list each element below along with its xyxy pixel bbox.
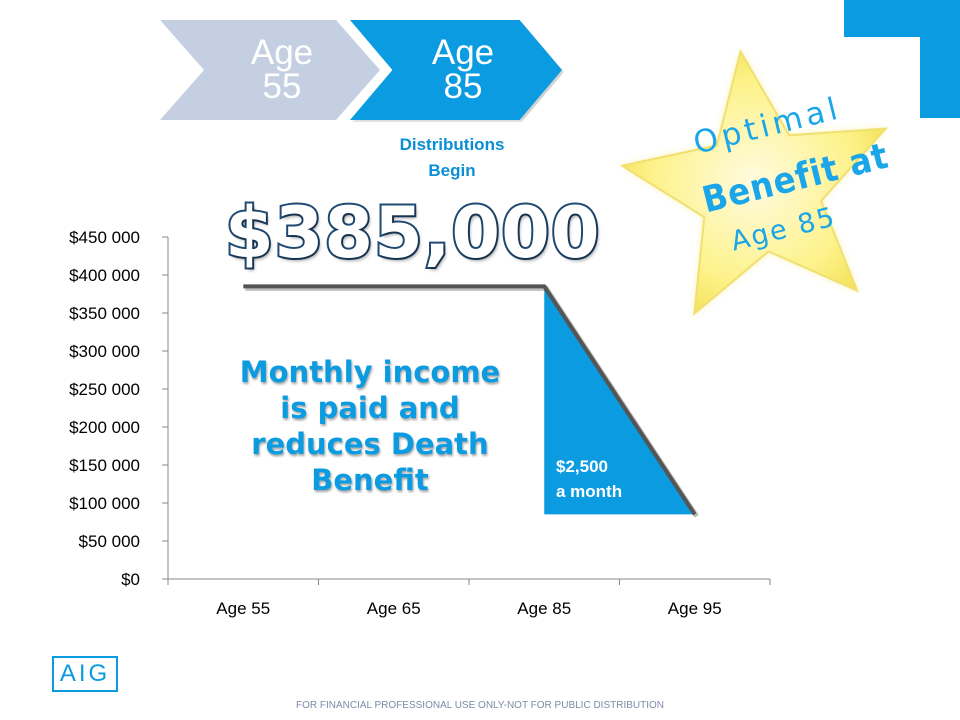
- monthly-line1: $2,500: [556, 457, 608, 476]
- monthly-income-description: Monthly income is paid and reduces Death…: [215, 354, 525, 498]
- step-label-line2: 55: [262, 67, 302, 106]
- y-tick-label: $200 000: [69, 418, 140, 437]
- distributions-line1: Distributions: [399, 135, 505, 154]
- distributions-line2: Begin: [428, 161, 476, 180]
- y-tick-label: $400 000: [69, 266, 140, 285]
- x-tick-label: Age 95: [668, 599, 722, 618]
- step-age-85: Age 85: [350, 20, 562, 120]
- y-tick-label: $50 000: [79, 532, 140, 551]
- optimal-benefit-star: [619, 48, 889, 316]
- y-axis: $0 $50 000 $100 000 $150 000 $200 000 $250 00…: [69, 228, 169, 589]
- corner-accent-bar-vertical: [920, 0, 960, 118]
- x-axis: Age 55 Age 65 Age 85 Age 95: [167, 578, 771, 618]
- monthly-amount-label: $2,500 a month: [556, 454, 622, 504]
- distributions-begin-label: Distributions Begin: [362, 132, 542, 184]
- star-shape: [619, 48, 889, 316]
- aig-logo: AIG: [52, 656, 118, 692]
- footer-disclaimer: FOR FINANCIAL PROFESSIONAL USE ONLY-NOT …: [295, 700, 665, 711]
- y-tick-label: $250 000: [69, 380, 140, 399]
- y-tick-label: $100 000: [69, 494, 140, 513]
- y-tick-label: $150 000: [69, 456, 140, 475]
- death-benefit-line: [243, 284, 697, 516]
- y-tick-label: $350 000: [69, 304, 140, 323]
- x-tick-label: Age 55: [216, 599, 270, 618]
- step-label-line1: Age: [431, 33, 495, 72]
- income-line4: Benefit: [311, 463, 429, 497]
- income-line3: reduces Death: [251, 427, 489, 461]
- step-label-line1: Age: [250, 33, 314, 72]
- monthly-line2: a month: [556, 482, 623, 501]
- x-tick-label: Age 85: [517, 599, 571, 618]
- income-line2: is paid and: [280, 391, 460, 425]
- highlight-amount: $385,000: [223, 190, 602, 276]
- y-tick-label: $450 000: [69, 228, 140, 247]
- step-label-line2: 85: [443, 67, 483, 106]
- income-line1: Monthly income: [239, 355, 501, 389]
- y-tick-label: $0: [121, 570, 140, 589]
- x-tick-label: Age 65: [367, 599, 421, 618]
- corner-accent-bar: [844, 0, 920, 37]
- y-tick-label: $300 000: [69, 342, 140, 361]
